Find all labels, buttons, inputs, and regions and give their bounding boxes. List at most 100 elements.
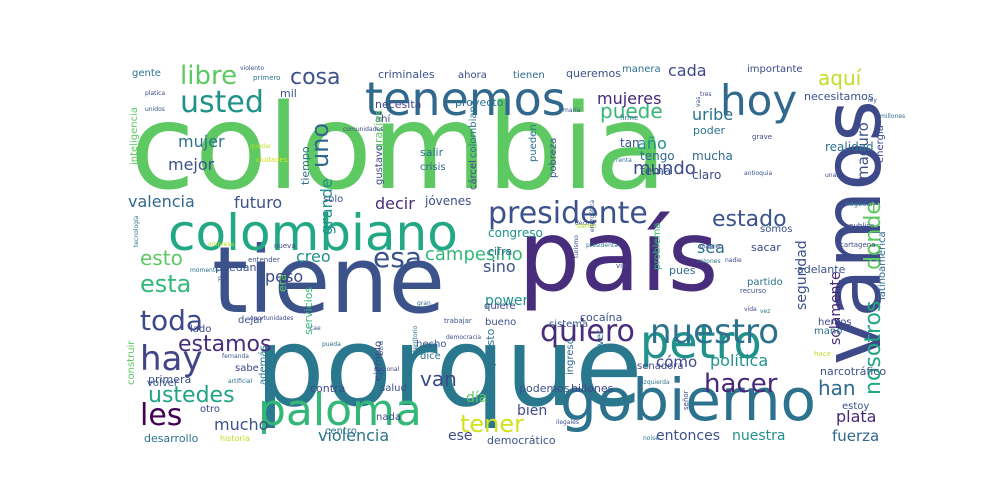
cloud-word: paloma [258, 385, 422, 436]
cloud-word: mujeres [597, 89, 661, 108]
cloud-word: van [420, 367, 457, 391]
cloud-word: primero [253, 74, 280, 82]
cloud-word: plata [836, 407, 876, 426]
cloud-word: tema [640, 164, 671, 178]
cloud-word: pueden [528, 124, 539, 162]
cloud-word: quedar [250, 143, 272, 150]
cloud-word: tengo [640, 149, 675, 163]
cloud-word: empresa [208, 241, 234, 248]
cloud-word: fernanda [222, 353, 249, 360]
cloud-word: unidos [145, 106, 165, 113]
cloud-word: pie [218, 275, 227, 282]
cloud-word: artificial [228, 378, 253, 385]
cloud-word: aquí [818, 66, 863, 90]
cloud-word: nueva [274, 242, 296, 250]
cloud-word: platica [145, 90, 165, 97]
cloud-word: maría [563, 107, 581, 114]
cloud-word: poder [693, 124, 725, 137]
cloud-word: gracias [372, 110, 385, 150]
cloud-word: adelante [797, 263, 846, 276]
cloud-word: cifra [488, 245, 512, 258]
cloud-word: entonces [656, 428, 720, 444]
cloud-word: salud [380, 383, 407, 394]
cloud-word: vía [616, 262, 626, 270]
cloud-word: necesita [375, 98, 421, 111]
cloud-word: tres [700, 91, 712, 98]
cloud-word: seguridad [794, 240, 810, 310]
cloud-word: razones [697, 258, 721, 265]
cloud-word: negocio [845, 200, 873, 208]
cloud-word: hace [814, 350, 831, 358]
cloud-word: decir [375, 194, 415, 213]
cloud-word: billones [571, 382, 614, 395]
cloud-word: sino [483, 257, 516, 276]
cloud-word: decirle [575, 220, 596, 227]
cloud-word: esa [373, 241, 422, 274]
cloud-word: oportunidades [250, 315, 293, 322]
cloud-word: ahí [375, 113, 391, 125]
cloud-word: energía [874, 125, 886, 163]
cloud-word: salir [420, 146, 444, 159]
cloud-word: lado [190, 324, 211, 335]
cloud-word: volver [147, 378, 179, 389]
cloud-word: construir [126, 340, 137, 385]
cloud-word: congreso [488, 226, 543, 240]
cloud-word: queremos [566, 67, 621, 80]
cloud-word: han [818, 376, 856, 400]
cloud-word: futuro [234, 193, 282, 212]
cloud-word: turismo [573, 235, 580, 258]
cloud-word: tecnología [133, 215, 140, 247]
cloud-word: servicios [302, 287, 315, 335]
cloud-word: dice [420, 351, 441, 362]
cloud-word: señor [682, 390, 690, 410]
cloud-word: recurso [740, 287, 766, 295]
cloud-word: vamos [806, 100, 899, 365]
cloud-word: pobreza [548, 138, 559, 178]
cloud-word: claro [692, 168, 721, 182]
cloud-word: importante [747, 64, 803, 75]
cloud-word: esta [140, 270, 191, 298]
cloud-word: porque [255, 303, 643, 431]
cloud-word: crisis [420, 162, 446, 173]
cloud-word: vas [695, 97, 702, 107]
cloud-word: pueda [322, 341, 341, 348]
cloud-word: otra [377, 341, 385, 355]
cloud-word: inteligencia [129, 107, 140, 165]
cloud-word: grave [752, 133, 772, 141]
cloud-word: millones [880, 113, 905, 120]
cloud-word: senadora [637, 361, 684, 372]
cloud-word: uno [306, 123, 334, 168]
cloud-word: publica [849, 222, 874, 230]
cloud-word: toda [140, 304, 203, 337]
cloud-word: bueno [485, 317, 516, 328]
cloud-word: vida [744, 306, 757, 313]
cloud-word: nacional [374, 366, 400, 373]
cloud-word: quieren [700, 243, 723, 250]
cloud-canvas [125, 55, 875, 445]
cloud-word: mujer [178, 132, 225, 151]
cloud-word: hoy [720, 76, 797, 125]
cloud-word: criminales [378, 68, 435, 81]
cloud-word: cada [668, 61, 707, 80]
cloud-word: ustedes [148, 383, 235, 408]
cloud-word: contra [310, 382, 345, 395]
cloud-word: tenemos [365, 72, 566, 126]
cloud-word: cárcel [467, 160, 479, 190]
cloud-word: libre [180, 61, 237, 91]
cloud-word: hemos [818, 317, 852, 328]
cloud-word: cómo [656, 353, 697, 371]
cloud-word: gente [132, 68, 161, 79]
cloud-word: solo [323, 194, 343, 205]
cloud-word: podemos [519, 382, 570, 395]
cloud-word: nadie [725, 257, 742, 264]
cloud-word: campesino [425, 244, 523, 265]
cloud-word: territorio [412, 325, 419, 352]
cloud-word: narcotráfico [820, 365, 886, 378]
cloud-word: ley [868, 97, 877, 104]
cloud-word: realidad [825, 140, 874, 154]
cloud-word: gustavo [374, 145, 385, 185]
cloud-word: democrático [487, 434, 556, 447]
cloud-word: manera [622, 64, 661, 75]
cloud-word: comunidades [343, 126, 383, 133]
cloud-word: solamente [828, 271, 844, 345]
